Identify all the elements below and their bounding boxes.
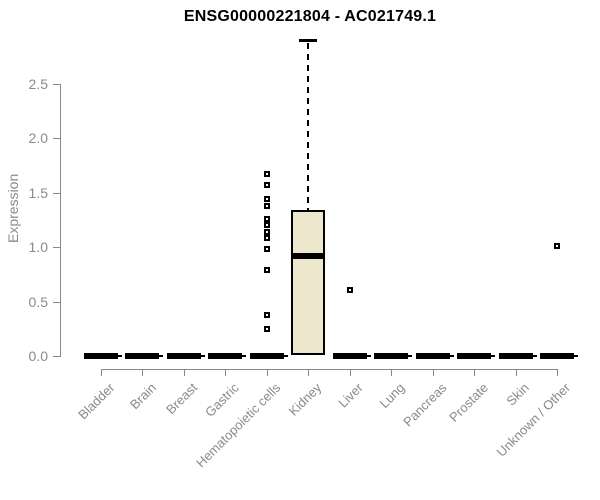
x-tick-label: Pancreas — [399, 380, 450, 430]
outlier-point — [263, 196, 270, 203]
x-tick-label: Kidney — [285, 380, 325, 419]
x-axis-tick — [391, 370, 392, 376]
x-tick-label: Gastric — [201, 380, 242, 420]
outlier-point — [263, 171, 270, 178]
x-axis-tick — [474, 370, 475, 376]
x-tick-label: Skin — [503, 380, 533, 409]
y-axis-tick — [53, 301, 61, 303]
x-axis-tick — [515, 370, 517, 376]
collapsed-box-tail — [159, 355, 163, 357]
y-axis-tick — [53, 192, 61, 194]
collapsed-box — [83, 353, 118, 359]
x-axis-tick — [308, 370, 309, 376]
collapsed-box — [415, 353, 450, 359]
outlier-point — [263, 222, 270, 229]
outlier-point — [263, 215, 270, 222]
upper-whisker-line — [307, 43, 309, 211]
y-axis-line — [60, 84, 61, 357]
x-axis-tick — [266, 370, 268, 376]
collapsed-box-tail — [491, 355, 495, 357]
collapsed-box-tail — [408, 355, 412, 357]
collapsed-box-tail — [532, 355, 537, 357]
chart-title: ENSG00000221804 - AC021749.1 — [183, 8, 437, 25]
y-tick-label: 0.0 — [28, 348, 48, 364]
x-tick-label: Brain — [126, 380, 159, 413]
collapsed-box-tail — [242, 355, 246, 357]
collapsed-box — [208, 353, 242, 359]
collapsed-box-tail — [449, 355, 454, 357]
x-axis-tick — [557, 370, 558, 376]
collapsed-box — [498, 353, 533, 359]
x-axis-tick — [349, 370, 351, 376]
x-tick-label: Lung — [376, 380, 408, 412]
x-axis-line — [100, 369, 558, 370]
collapsed-box — [166, 353, 201, 359]
y-tick-label: 2.5 — [28, 76, 48, 92]
outlier-point — [263, 202, 270, 209]
x-tick-label: Unknown / Other — [494, 380, 574, 460]
outlier-point — [263, 246, 270, 253]
x-axis-tick — [432, 370, 434, 376]
outlier-point — [263, 267, 270, 274]
upper-whisker-cap — [299, 39, 317, 43]
x-axis-tick — [225, 370, 226, 376]
y-tick-label: 2.0 — [28, 130, 48, 147]
collapsed-box-tail — [366, 355, 371, 357]
y-axis-tick — [53, 138, 61, 140]
outlier-point — [263, 311, 270, 318]
x-tick-label: Breast — [162, 380, 201, 418]
collapsed-box — [249, 353, 284, 359]
box — [291, 210, 325, 355]
y-tick-label: 1.5 — [28, 184, 48, 201]
x-axis-tick — [142, 370, 143, 376]
collapsed-box-tail — [200, 355, 205, 357]
outlier-point — [346, 286, 353, 293]
collapsed-box — [374, 353, 408, 359]
outlier-point — [263, 235, 270, 242]
x-tick-label: Bladder — [74, 380, 118, 423]
outlier-point — [263, 182, 270, 189]
median-line — [291, 252, 325, 259]
y-axis-tick — [53, 84, 61, 85]
outlier-point — [263, 228, 270, 235]
x-tick-label: Liver — [335, 380, 367, 411]
collapsed-box-tail — [283, 355, 288, 357]
collapsed-box-tail — [117, 355, 122, 357]
collapsed-box — [540, 353, 574, 359]
y-axis-tick — [53, 356, 61, 357]
x-tick-label: Prostate — [445, 380, 491, 425]
collapsed-box — [332, 353, 367, 359]
y-tick-label: 1.0 — [28, 239, 48, 256]
y-tick-label: 0.5 — [28, 293, 48, 310]
y-axis-tick — [53, 247, 61, 249]
outlier-point — [554, 243, 560, 250]
outlier-point — [263, 325, 270, 332]
collapsed-box-tail — [574, 355, 578, 357]
x-axis-tick — [183, 370, 185, 376]
collapsed-box — [125, 353, 159, 359]
collapsed-box — [457, 353, 491, 359]
x-axis-tick — [100, 370, 102, 376]
